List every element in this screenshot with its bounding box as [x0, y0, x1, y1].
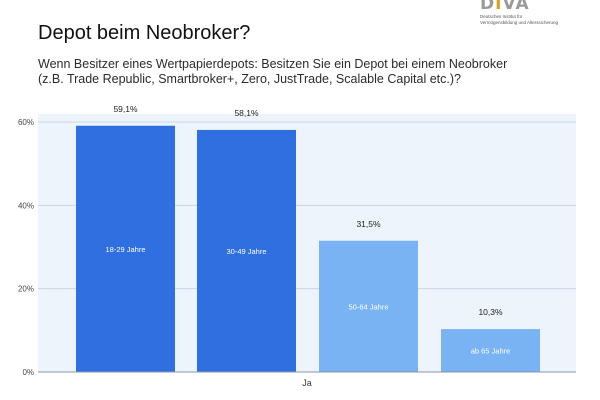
diva-logo: DIVA Deutsches Institut für Vermögensbil… [480, 0, 590, 30]
subtitle-line2: (z.B. Trade Republic, Smartbroker+, Zero… [38, 72, 461, 86]
bar-inner-label: 50-64 Jahre [348, 302, 388, 311]
value-label: 58,1% [234, 108, 259, 118]
logo-sub-line2: Vermögensbildung und Alterssicherung [480, 19, 559, 25]
value-label: 59,1% [113, 104, 138, 114]
bar-inner-label: 30-49 Jahre [226, 247, 266, 256]
bar-30-49-jahre [197, 129, 296, 372]
x-tick-label: Ja [302, 378, 312, 388]
bar-18-29-jahre [76, 125, 175, 372]
value-label: 31,5% [356, 219, 381, 229]
bar-inner-label: ab 65 Jahre [471, 347, 511, 356]
bar-ab-65-jahre [441, 329, 540, 372]
bar-inner-label: 18-29 Jahre [105, 245, 145, 254]
value-label: 10,3% [478, 307, 503, 317]
logo-subtitle: Deutsches Institut für Vermögensbildung … [480, 14, 590, 25]
y-tick-label: 40% [18, 201, 34, 210]
y-tick-label: 0% [22, 368, 34, 377]
page-title: Depot beim Neobroker? [38, 22, 251, 44]
subtitle-line1: Wenn Besitzer eines Wertpapierdepots: Be… [38, 57, 508, 71]
y-tick-label: 20% [18, 285, 34, 294]
bar-50-64-jahre [319, 240, 418, 372]
page-subtitle: Wenn Besitzer eines Wertpapierdepots: Be… [38, 57, 578, 87]
logo-sub-line1: Deutsches Institut für [480, 14, 523, 19]
y-tick-label: 60% [18, 118, 34, 127]
logo-mark: DIVA [480, 0, 530, 14]
